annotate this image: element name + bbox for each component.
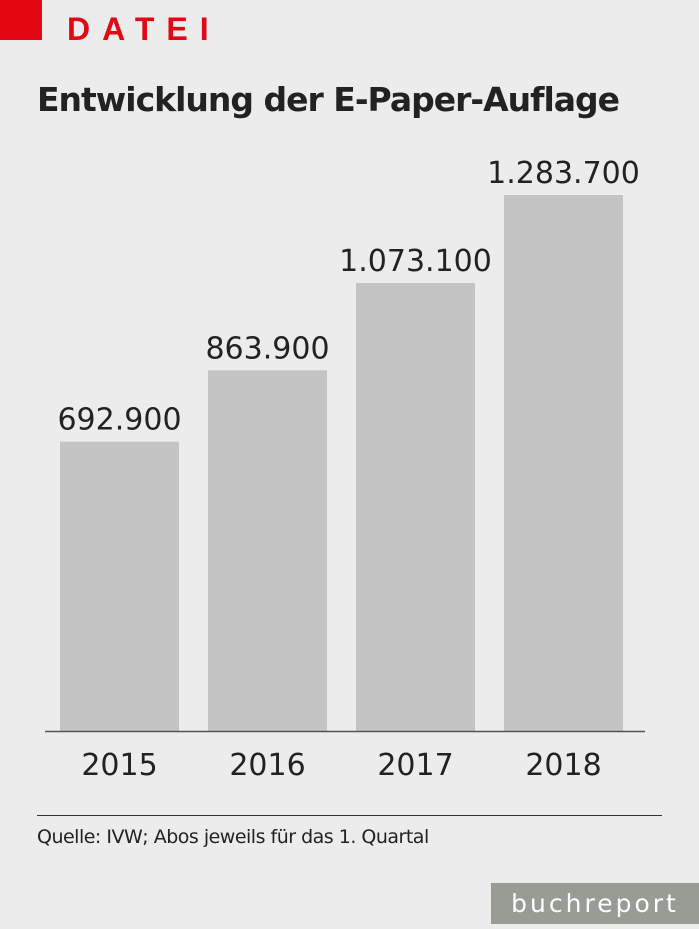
x-tick-label: 2018	[525, 748, 601, 783]
data-label: 1.073.100	[339, 244, 492, 279]
x-tick-label: 2015	[81, 748, 157, 783]
data-label: 692.900	[57, 403, 181, 438]
bar-2015	[60, 441, 179, 731]
source-note: Quelle: IVW; Abos jeweils für das 1. Qua…	[37, 826, 429, 848]
red-square-logo	[0, 0, 42, 40]
x-tick-label: 2017	[377, 748, 453, 783]
bar-chart: 692.900 2015 863.900 2016 1.073.100 2017 1.283…	[45, 156, 645, 783]
bar-2016	[208, 370, 327, 731]
bar-2018	[504, 195, 623, 731]
divider	[37, 815, 662, 816]
data-label: 863.900	[205, 331, 329, 366]
data-label: 1.283.700	[487, 156, 640, 191]
brand-logo: buchreport	[491, 883, 699, 924]
bar-2017	[356, 282, 475, 731]
chart-title: Entwicklung der E-Paper-Auflage	[37, 80, 620, 119]
kicker: DATEI	[67, 11, 221, 47]
x-tick-label: 2016	[229, 748, 305, 783]
